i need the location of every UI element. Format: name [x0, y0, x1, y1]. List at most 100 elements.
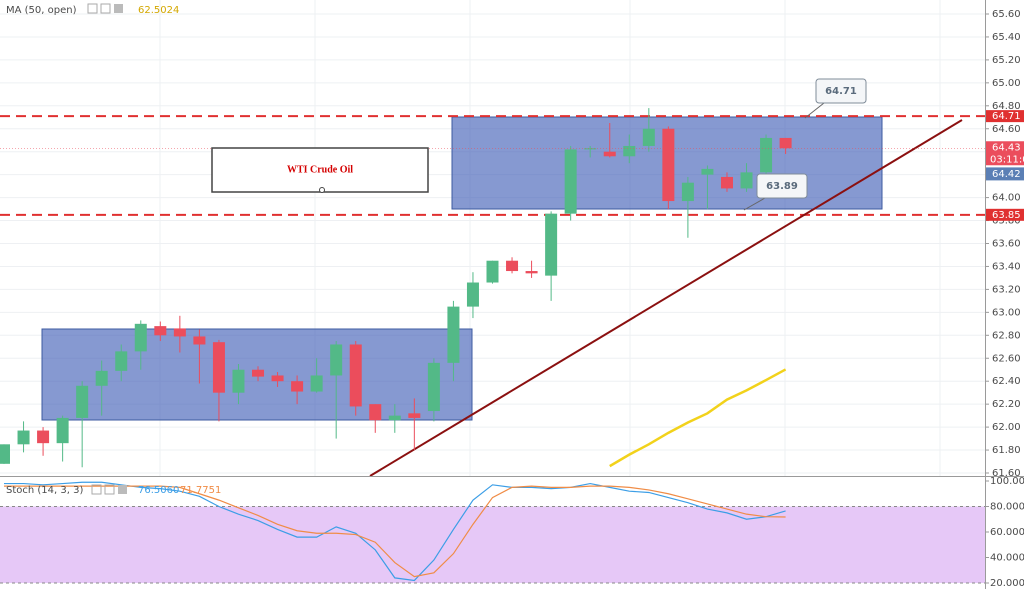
chart-title: WTI Crude Oil: [287, 164, 353, 175]
y-tick-label: 63.20: [992, 284, 1021, 295]
y-tick-label: 62.40: [992, 376, 1021, 387]
candle-body: [134, 323, 147, 352]
candle-body: [740, 172, 753, 189]
candle-body: [642, 128, 655, 146]
price-tag: [986, 167, 1024, 181]
candle-body: [564, 149, 577, 214]
candle-body: [349, 344, 362, 407]
overlay: MA (50, open) 62.5024 Stoch (14, 3, 3) 7…: [6, 3, 221, 496]
y-tick-label: 62.20: [992, 399, 1021, 410]
y-tick-label: 64.80: [992, 101, 1021, 112]
candle-body: [154, 326, 167, 336]
icon[interactable]: [91, 484, 102, 495]
stoch-k-readout: 76.5060: [138, 485, 179, 496]
y-tick-label: 61.80: [992, 445, 1021, 456]
candle-body: [466, 282, 479, 307]
level-tag-label: 63.85: [992, 210, 1021, 221]
candle-body: [388, 415, 401, 421]
candle-body: [447, 306, 460, 363]
candle-body: [525, 271, 538, 274]
countdown: 03:11:09: [990, 154, 1024, 165]
y-tick-label: 65.40: [992, 32, 1021, 43]
candle-body: [76, 385, 89, 418]
price-tag-label: 64.42: [992, 169, 1021, 180]
y-tick-label: 65.20: [992, 55, 1021, 66]
candle-body: [623, 145, 636, 157]
candle-body: [427, 362, 440, 412]
candle-body: [212, 342, 225, 393]
candle-body: [720, 176, 733, 189]
y-tick-label: 63.80: [992, 216, 1021, 227]
y-tick-label: 62.80: [992, 330, 1021, 341]
level-tag-label: 64.71: [992, 111, 1021, 122]
candle-body: [408, 413, 421, 418]
stoch-legend: Stoch (14, 3, 3): [6, 485, 83, 496]
candle-body: [17, 430, 30, 445]
icon[interactable]: [87, 3, 98, 14]
y-tick-label: 63.60: [992, 239, 1021, 250]
icon[interactable]: [114, 4, 123, 13]
y-tick-label: 65.00: [992, 78, 1021, 89]
candle-body: [37, 430, 50, 444]
candle-body: [760, 137, 773, 173]
candle-body: [252, 369, 265, 377]
stoch-line: [4, 485, 786, 578]
title-handle: [319, 187, 325, 193]
y-tick-label: 20.000: [990, 578, 1024, 589]
candle-body: [271, 375, 284, 382]
candle-body: [779, 137, 792, 149]
y-tick-label: 64.00: [992, 193, 1021, 204]
callout-box: [756, 173, 808, 199]
ma-line: [609, 368, 787, 468]
candle-body: [56, 417, 69, 444]
callout-box: [815, 78, 867, 104]
y-tick-label: 80.000: [990, 502, 1024, 513]
candle-body: [330, 344, 343, 376]
icon[interactable]: [104, 484, 115, 495]
callout-label: 63.89: [766, 181, 798, 192]
ma-legend: MA (50, open): [6, 5, 77, 16]
icon[interactable]: [100, 3, 111, 14]
candle-body: [291, 381, 304, 392]
candle-body: [486, 260, 499, 283]
y-tick-label: 60.000: [990, 527, 1024, 538]
candle-body: [173, 328, 186, 337]
callout-pointer: [743, 197, 766, 211]
icon[interactable]: [118, 485, 127, 494]
level-tag: [986, 110, 1024, 123]
candle-body: [584, 148, 597, 150]
y-tick-label: 40.000: [990, 553, 1024, 564]
title-box: [211, 147, 429, 193]
price-pane: 61.60 61.80 62.00 62.20 62.40 62.60 62.80 63.00…: [0, 0, 1024, 479]
candle-body: [662, 128, 675, 202]
candle-body: [701, 168, 714, 175]
candle-body: [369, 404, 382, 421]
stoch-d-readout: 71.7751: [180, 485, 221, 496]
price-tag: [986, 141, 1024, 166]
y-tick-label: 62.60: [992, 353, 1021, 364]
y-tick-label: 65.60: [992, 9, 1021, 20]
y-tick-label: 100.00: [990, 476, 1024, 487]
y-tick-label: 64.60: [992, 124, 1021, 135]
candle-body: [545, 213, 558, 276]
price-tag-label: 64.43: [992, 142, 1021, 153]
candle-body: [310, 375, 323, 392]
candle-body: [506, 260, 519, 272]
candle-body: [193, 336, 206, 345]
y-tick-label: 61.60: [992, 468, 1021, 479]
trend-line: [369, 119, 963, 477]
callout-label: 64.71: [825, 86, 857, 97]
candle-body: [232, 369, 245, 393]
level-tag: [986, 208, 1024, 221]
callout-pointer: [804, 102, 825, 119]
y-tick-label: 63.00: [992, 307, 1021, 318]
ma-readout: 62.5024: [138, 5, 179, 16]
y-tick-label: 62.00: [992, 422, 1021, 433]
stoch-pane: 20.000 40.000 60.000 80.000 100.00: [0, 476, 1024, 589]
stoch-band: [0, 506, 985, 583]
candle-body: [0, 444, 10, 464]
y-tick-label: 63.40: [992, 261, 1021, 272]
candle-body: [681, 182, 694, 202]
